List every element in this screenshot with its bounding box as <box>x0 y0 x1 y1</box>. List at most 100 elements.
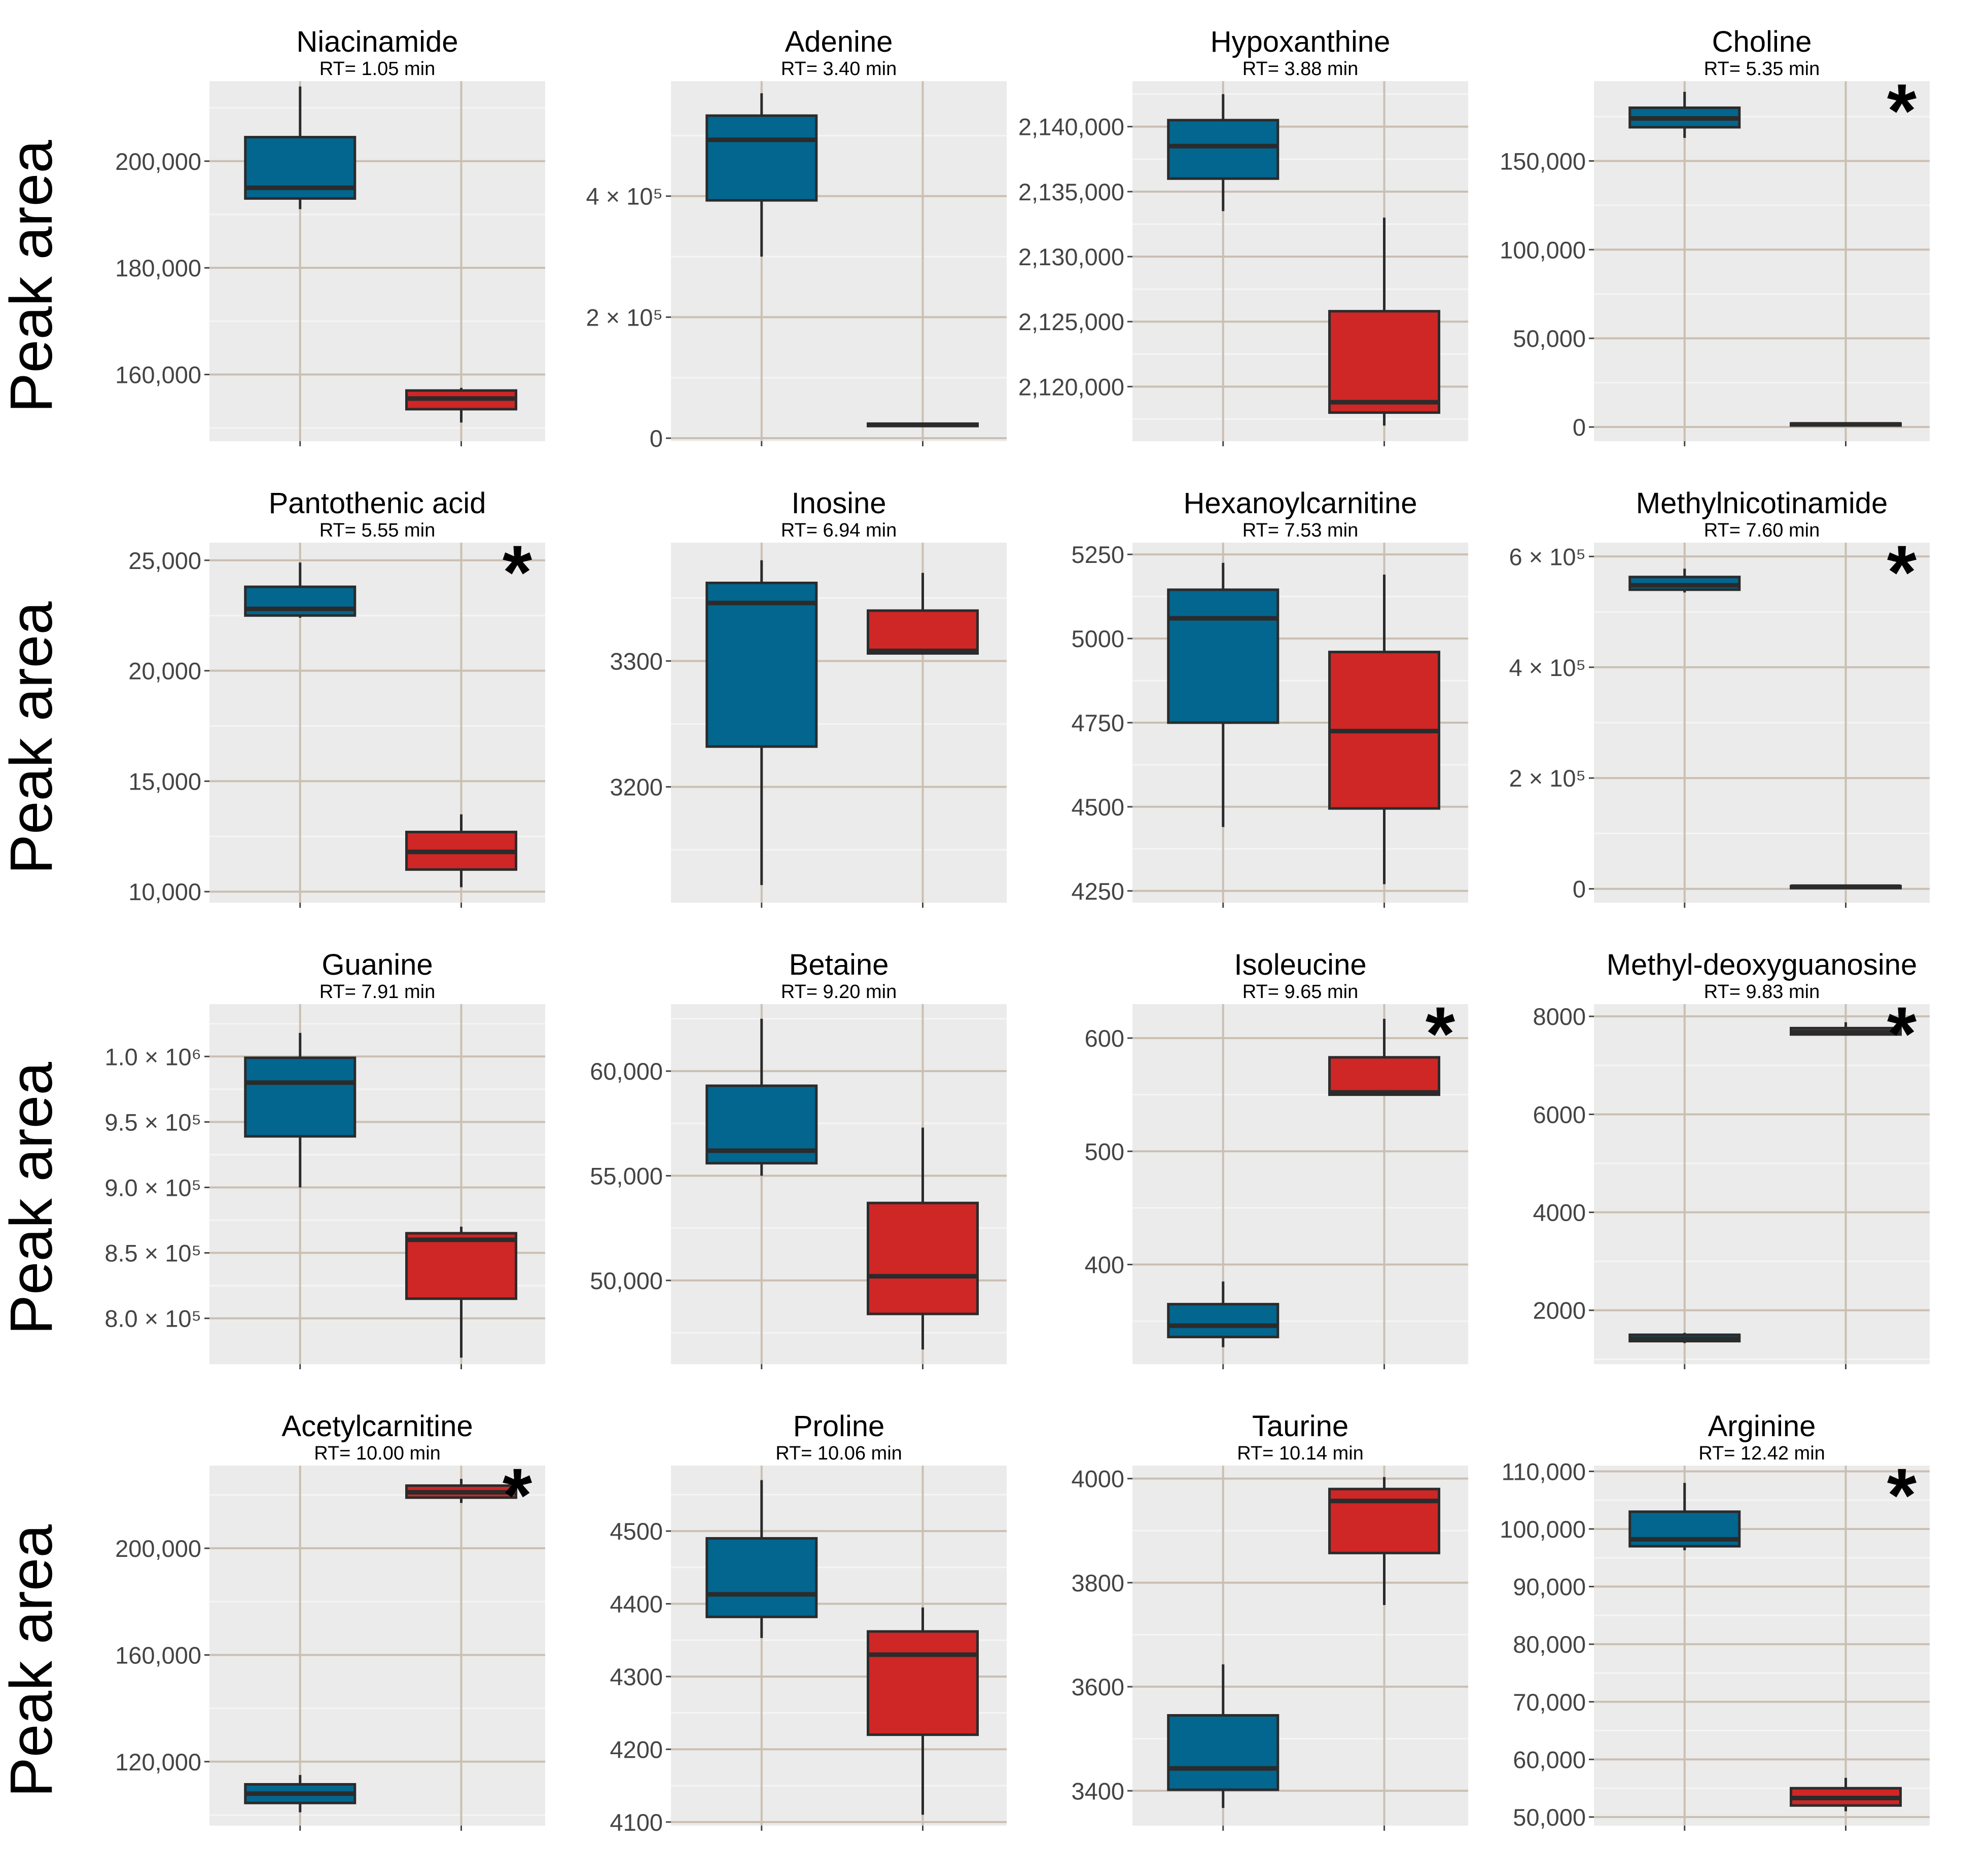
row-label: Peak area <box>0 140 65 413</box>
box-group-1 <box>1628 91 1741 138</box>
interquartile-box <box>1167 1303 1280 1338</box>
y-tick-label: 500 <box>1085 1138 1124 1165</box>
y-tick-label: 0 <box>1573 414 1586 441</box>
box-group-1 <box>1167 94 1280 211</box>
y-tick-label: 160,000 <box>115 362 201 388</box>
y-tick-label: 4 × 10⁵ <box>586 183 663 210</box>
interquartile-box <box>867 1201 979 1315</box>
interquartile-box <box>867 609 979 655</box>
box-group-1 <box>705 93 818 257</box>
panel-background <box>209 1466 545 1826</box>
box-group-2 <box>405 814 517 887</box>
retention-time-label: RT= 6.94 min <box>781 520 897 541</box>
box-group-2 <box>867 573 979 655</box>
significance-star: * <box>1887 68 1917 153</box>
retention-time-label: RT= 5.35 min <box>1704 58 1820 80</box>
panel-title: Inosine <box>791 487 886 520</box>
box-group-1 <box>705 560 818 885</box>
box-group-2 <box>1328 575 1440 884</box>
box-group-2 <box>1790 884 1902 890</box>
y-tick-label: 200,000 <box>115 1535 201 1562</box>
retention-time-label: RT= 12.42 min <box>1698 1443 1825 1464</box>
y-tick-label: 200,000 <box>115 148 201 175</box>
y-tick-label: 60,000 <box>590 1058 663 1085</box>
y-tick-label: 3800 <box>1071 1570 1124 1596</box>
interquartile-box <box>705 114 818 202</box>
y-tick-label: 4100 <box>610 1809 663 1836</box>
box-group-2 <box>1790 1777 1902 1811</box>
interquartile-box <box>705 1537 818 1618</box>
y-tick-label: 8000 <box>1533 1003 1586 1030</box>
box-group-1 <box>1167 1282 1280 1347</box>
panel-title: Choline <box>1712 25 1812 58</box>
y-tick-label: 3300 <box>610 648 663 674</box>
y-tick-label: 2000 <box>1533 1297 1586 1324</box>
interquartile-box <box>405 1232 517 1300</box>
y-tick-label: 4400 <box>610 1591 663 1618</box>
panel-title: Isoleucine <box>1234 948 1366 981</box>
box-group-1 <box>1628 1333 1741 1343</box>
y-tick-label: 6 × 10⁵ <box>1509 543 1586 570</box>
row-label: Peak area <box>0 1524 65 1797</box>
retention-time-label: RT= 3.40 min <box>781 58 897 80</box>
panel-title: Pantothenic acid <box>269 487 486 520</box>
y-tick-label: 4500 <box>1071 794 1124 821</box>
box-group-1 <box>244 562 357 618</box>
y-tick-label: 120,000 <box>115 1749 201 1775</box>
y-tick-label: 1.0 × 10⁶ <box>104 1043 201 1070</box>
panel-background <box>1594 1004 1930 1364</box>
box-group-2 <box>867 422 979 428</box>
y-tick-label: 600 <box>1085 1025 1124 1052</box>
y-tick-label: 2,120,000 <box>1018 373 1124 400</box>
interquartile-box <box>705 581 818 748</box>
y-tick-label: 4000 <box>1071 1466 1124 1492</box>
panel-title: Niacinamide <box>296 25 458 58</box>
panel-background <box>209 81 545 441</box>
interquartile-box <box>244 1056 357 1138</box>
box-group-2 <box>405 1479 517 1503</box>
box-group-2 <box>1328 1019 1440 1096</box>
row-label: Peak area <box>0 1062 65 1335</box>
panel-background <box>1594 81 1930 441</box>
box-group-1 <box>705 1480 818 1638</box>
y-tick-label: 3600 <box>1071 1674 1124 1700</box>
y-tick-label: 2,140,000 <box>1018 114 1124 140</box>
row-labels: Peak area Peak area Peak area Peak area <box>0 140 65 1797</box>
significance-star: * <box>1426 991 1456 1076</box>
y-tick-label: 3200 <box>610 774 663 801</box>
interquartile-box <box>1328 1487 1440 1554</box>
y-tick-label: 5000 <box>1071 625 1124 652</box>
box-group-2 <box>405 1226 517 1358</box>
row-label: Peak area <box>0 601 65 874</box>
y-tick-label: 2,135,000 <box>1018 179 1124 205</box>
retention-time-label: RT= 3.88 min <box>1242 58 1358 80</box>
interquartile-box <box>1167 119 1280 180</box>
box-group-1 <box>1167 1664 1280 1808</box>
y-tick-label: 4300 <box>610 1663 663 1690</box>
box-group-1 <box>1167 562 1280 827</box>
interquartile-box <box>1167 1714 1280 1791</box>
interquartile-box <box>1328 1056 1440 1096</box>
y-tick-label: 4 × 10⁵ <box>1509 654 1586 681</box>
panel-title: Methyl-deoxyguanosine <box>1607 948 1918 981</box>
significance-star: * <box>503 529 532 615</box>
y-tick-label: 2,130,000 <box>1018 243 1124 270</box>
panel-title: Methylnicotinamide <box>1636 487 1888 520</box>
retention-time-label: RT= 9.65 min <box>1242 981 1358 1003</box>
y-tick-label: 25,000 <box>128 547 201 574</box>
panel-title: Hypoxanthine <box>1211 25 1391 58</box>
significance-star: * <box>1887 1452 1917 1538</box>
y-tick-label: 50,000 <box>590 1267 663 1294</box>
significance-star: * <box>1887 991 1917 1076</box>
box-group-2 <box>867 1607 979 1815</box>
